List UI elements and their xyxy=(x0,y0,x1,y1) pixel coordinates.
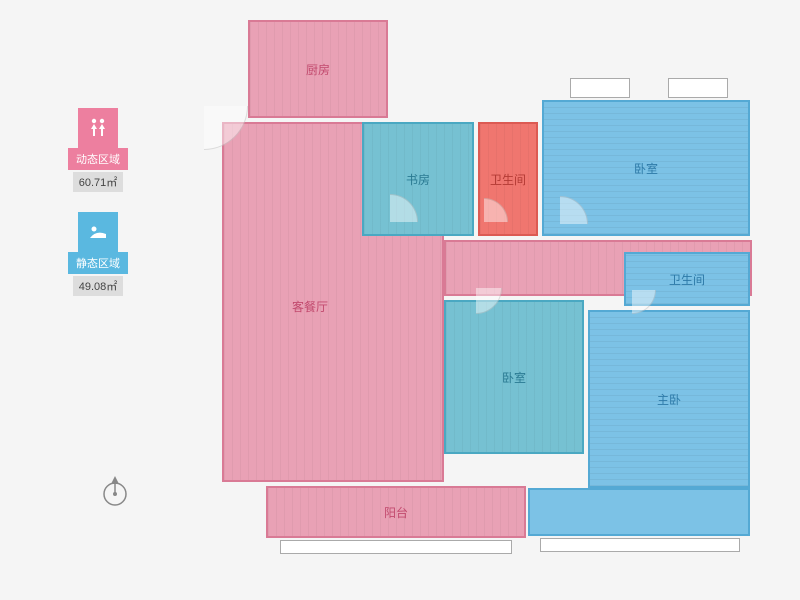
room-bedroom2: 卧室 xyxy=(444,300,584,454)
legend-static: 静态区域 49.08㎡ xyxy=(58,212,138,296)
window xyxy=(570,78,630,98)
static-icon xyxy=(78,212,118,252)
window xyxy=(540,538,740,552)
window xyxy=(280,540,512,554)
room-label-bedroom1: 卧室 xyxy=(634,160,658,177)
room-label-bath1: 卫生间 xyxy=(490,171,526,188)
legend-panel: 动态区域 60.71㎡ 静态区域 49.08㎡ xyxy=(58,108,138,316)
room-label-balcony: 阳台 xyxy=(384,504,408,521)
room-label-master: 主卧 xyxy=(657,391,681,408)
room-kitchen: 厨房 xyxy=(248,20,388,118)
legend-static-value: 49.08㎡ xyxy=(73,276,124,296)
room-study: 书房 xyxy=(362,122,474,236)
room-balcony-ext xyxy=(528,488,750,536)
legend-dynamic-value: 60.71㎡ xyxy=(73,172,124,192)
legend-static-label: 静态区域 xyxy=(68,252,128,274)
legend-dynamic: 动态区域 60.71㎡ xyxy=(58,108,138,192)
door-arc xyxy=(160,62,248,150)
room-balcony: 阳台 xyxy=(266,486,526,538)
legend-dynamic-label: 动态区域 xyxy=(68,148,128,170)
room-master: 主卧 xyxy=(588,310,750,488)
room-label-bedroom2: 卧室 xyxy=(502,369,526,386)
room-label-kitchen: 厨房 xyxy=(306,61,330,78)
compass-icon xyxy=(95,470,135,510)
room-label-study: 书房 xyxy=(406,171,430,188)
room-label-living: 客餐厅 xyxy=(292,298,328,315)
room-label-bath2: 卫生间 xyxy=(669,271,705,288)
dynamic-icon xyxy=(78,108,118,148)
window xyxy=(668,78,728,98)
